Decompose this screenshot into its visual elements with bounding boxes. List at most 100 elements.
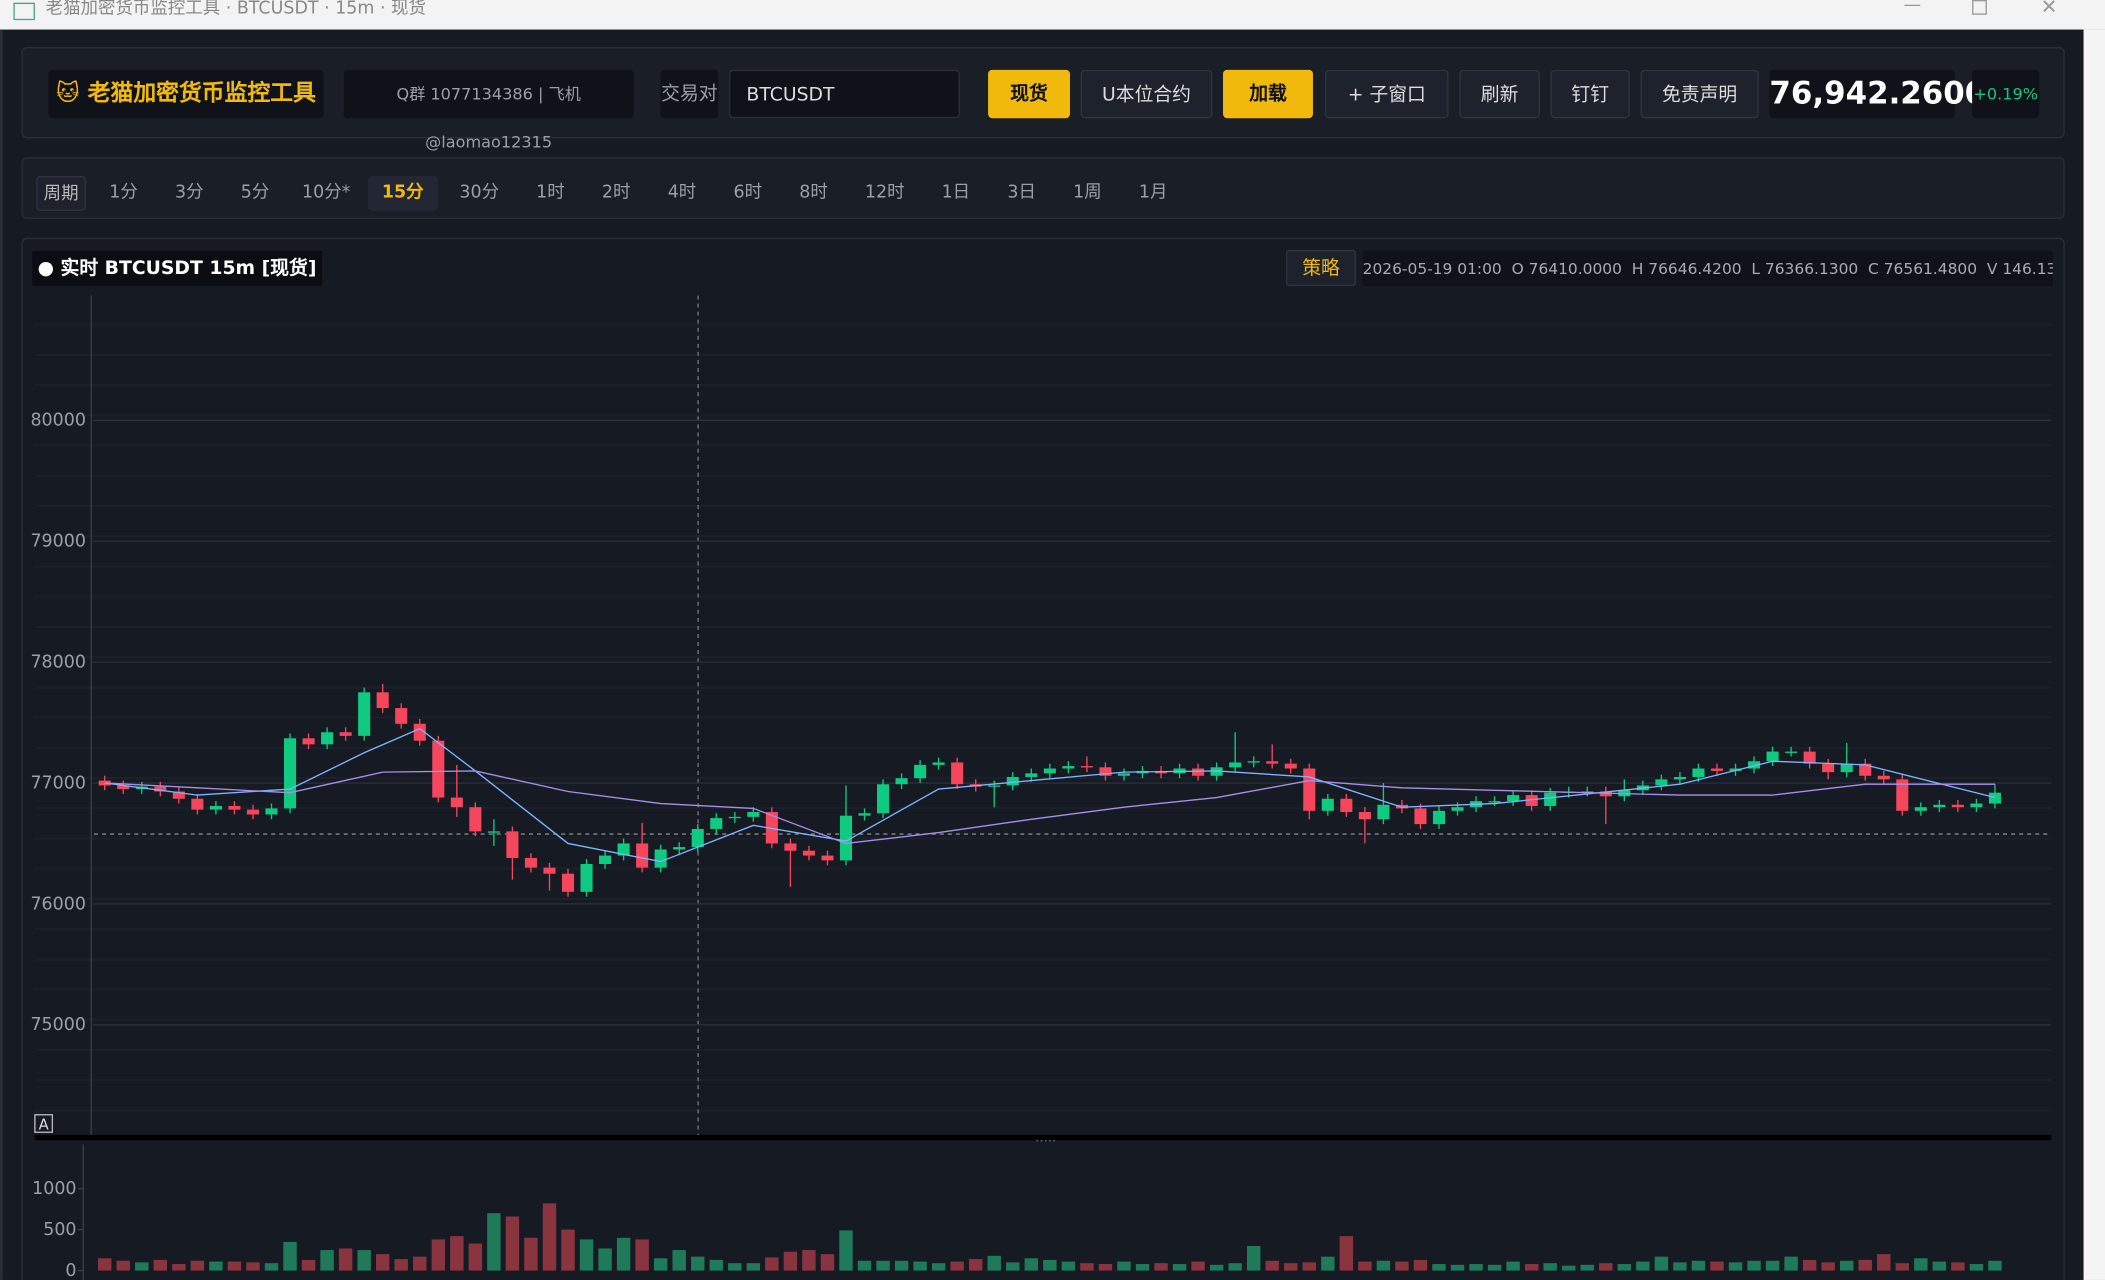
volume-bar (1895, 1263, 1910, 1271)
period-option[interactable]: 1日 (941, 182, 971, 203)
y-tick-label: 80000 (30, 411, 85, 431)
maximize[interactable] (1972, 0, 1987, 15)
button[interactable]: 钉钉 (1550, 69, 1630, 119)
period-option[interactable]: 1周 (1073, 182, 1102, 203)
auto-scale-box[interactable] (34, 1114, 54, 1133)
button[interactable]: + 子窗口 (1325, 69, 1449, 119)
volume-bar (1673, 1262, 1687, 1271)
pair-input[interactable]: BTCUSDT (728, 69, 960, 119)
period-option[interactable]: 1时 (536, 182, 565, 203)
volume-bar (598, 1248, 612, 1271)
candle-body (561, 873, 575, 892)
candle-body (839, 815, 853, 861)
candle-body (228, 805, 241, 810)
auto-scale[interactable]: A (39, 1117, 49, 1134)
button[interactable]: 刷新 (1459, 69, 1540, 119)
candle-body (858, 813, 871, 816)
volume-bar (1988, 1260, 2002, 1271)
candle-body (1544, 792, 1557, 806)
volume-bar (1006, 1262, 1020, 1271)
button[interactable]: 现货 (988, 69, 1070, 119)
candle-body (1321, 798, 1334, 811)
period-option[interactable]: 4时 (667, 182, 697, 203)
period-option[interactable]: 15分 (367, 175, 438, 211)
candle-body (1933, 804, 1946, 808)
period-option[interactable]: 3分 (175, 182, 204, 203)
y-tick-label: 76000 (30, 894, 85, 914)
volume-bar (1117, 1261, 1131, 1271)
candle-body (1192, 768, 1205, 776)
volume-bar (172, 1264, 186, 1271)
period-label: 周期 (36, 175, 86, 211)
volume-bar (1710, 1261, 1724, 1271)
period-option[interactable]: 2时 (601, 182, 631, 203)
volume-bar (1080, 1263, 1094, 1271)
period-option[interactable]: 3日 (1007, 182, 1036, 203)
candle-body (1840, 763, 1853, 773)
candle-body (1025, 773, 1038, 777)
candle-body (1803, 751, 1816, 764)
volume-bar (968, 1259, 983, 1271)
volume-bar (1135, 1264, 1150, 1271)
period-option[interactable]: 8时 (799, 182, 828, 203)
candle-body (246, 809, 260, 815)
period-option[interactable]: 10分* (302, 182, 351, 203)
divider-handle[interactable]: ..... (1035, 1131, 1056, 1146)
button[interactable]: 免责声明 (1640, 69, 1759, 119)
candle-body (209, 805, 222, 810)
background-window (2083, 29, 2105, 1280)
strategy-button[interactable]: 策略 (1286, 249, 1356, 287)
candle-body (543, 867, 556, 874)
logo: 🐱 老猫加密货币监控工具 (48, 69, 324, 119)
minimize[interactable]: — (1903, 0, 1922, 17)
candle-body (117, 785, 130, 790)
candle-body (1951, 804, 1964, 808)
candle-body (1710, 768, 1724, 771)
candle-body (450, 797, 463, 808)
y-tick-label: 78000 (30, 653, 85, 673)
candle-body (469, 807, 482, 832)
volume-bar (1098, 1264, 1113, 1271)
candle-body (710, 818, 723, 829)
volume-bar (1209, 1264, 1224, 1271)
button[interactable]: U本位合约 (1080, 69, 1213, 119)
period-option[interactable]: 1月 (1138, 182, 1168, 203)
volume-bar (1599, 1263, 1613, 1271)
candle-body (1488, 801, 1501, 803)
volume-bar (802, 1250, 816, 1271)
volume-bar (635, 1239, 649, 1271)
volume-bar (135, 1262, 149, 1271)
volume-bar (1654, 1256, 1669, 1271)
candle-body (1303, 768, 1316, 811)
close[interactable]: ✕ (2040, 0, 2058, 19)
candle-body (1673, 776, 1686, 780)
period-option[interactable]: 1分 (109, 182, 138, 203)
volume-bar (98, 1258, 112, 1271)
candle-body (1896, 779, 1909, 811)
window-border (0, 29, 3, 1280)
period-option[interactable]: 6时 (733, 182, 763, 203)
period-option[interactable]: 30分 (459, 182, 500, 203)
volume-bar (1877, 1254, 1891, 1271)
volume-bar (209, 1261, 223, 1271)
volume-bar (1524, 1264, 1539, 1271)
candle-body (1599, 791, 1612, 797)
candle-body (487, 831, 500, 833)
volume-bar (1636, 1261, 1650, 1271)
volume-bar (1747, 1260, 1761, 1271)
pair-label: 交易对 (660, 69, 719, 119)
candle-body (1340, 798, 1353, 813)
volume-bar (1858, 1259, 1872, 1271)
button[interactable]: 加载 (1223, 69, 1313, 119)
period-option[interactable]: 12时 (864, 182, 905, 203)
period-option[interactable]: 5分 (240, 182, 270, 203)
candle-body (1062, 766, 1075, 769)
candle-body (1748, 761, 1761, 769)
candle-body (506, 831, 519, 858)
candle-body (395, 708, 408, 724)
candle-body (1377, 804, 1390, 820)
volume-bar (691, 1256, 705, 1271)
volume-bar (227, 1261, 242, 1271)
app-icon (13, 2, 35, 21)
